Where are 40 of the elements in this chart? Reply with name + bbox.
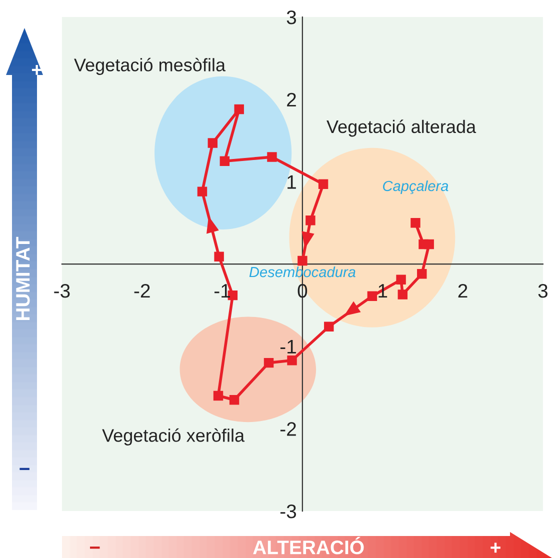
point [398,290,408,300]
text: − [20,468,30,470]
point [410,218,420,228]
point [298,256,308,266]
text: + [32,65,42,75]
point [287,355,297,366]
x-tick-label: -2 [134,284,150,298]
x-tick-label: 3 [538,284,548,298]
text: − [90,546,100,549]
point [396,274,406,285]
annotation: Vegetació alterada [326,120,476,137]
point [424,239,434,250]
annotation: Vegetació mesòfila [74,58,226,75]
y-axis-title: HUMITAT [16,236,30,320]
point [220,156,230,166]
y-tick-label: 1 [288,175,296,189]
point [229,395,240,405]
annotation: Vegetació xeròfila [102,428,245,446]
point [213,390,224,401]
y-tick-label: -3 [280,504,296,518]
point [417,269,427,279]
point [324,322,334,332]
point [306,216,316,226]
point [318,179,328,190]
point [234,104,244,114]
x-tick-label: -3 [54,284,70,298]
text: + [490,542,500,553]
y-tick-label: 3 [286,10,296,24]
y-tick-label: -1 [280,340,296,354]
y-tick-label: 2 [287,92,296,106]
x-axis-title: ALTERACIÓ [253,536,364,554]
y-tick-label: -2 [280,422,296,436]
point [208,138,218,148]
point [264,358,274,368]
point [267,152,277,162]
x-tick-label: 2 [458,284,468,298]
annotation: Capçalera [383,180,448,194]
point [197,186,208,196]
point [367,291,378,301]
point [214,252,224,262]
